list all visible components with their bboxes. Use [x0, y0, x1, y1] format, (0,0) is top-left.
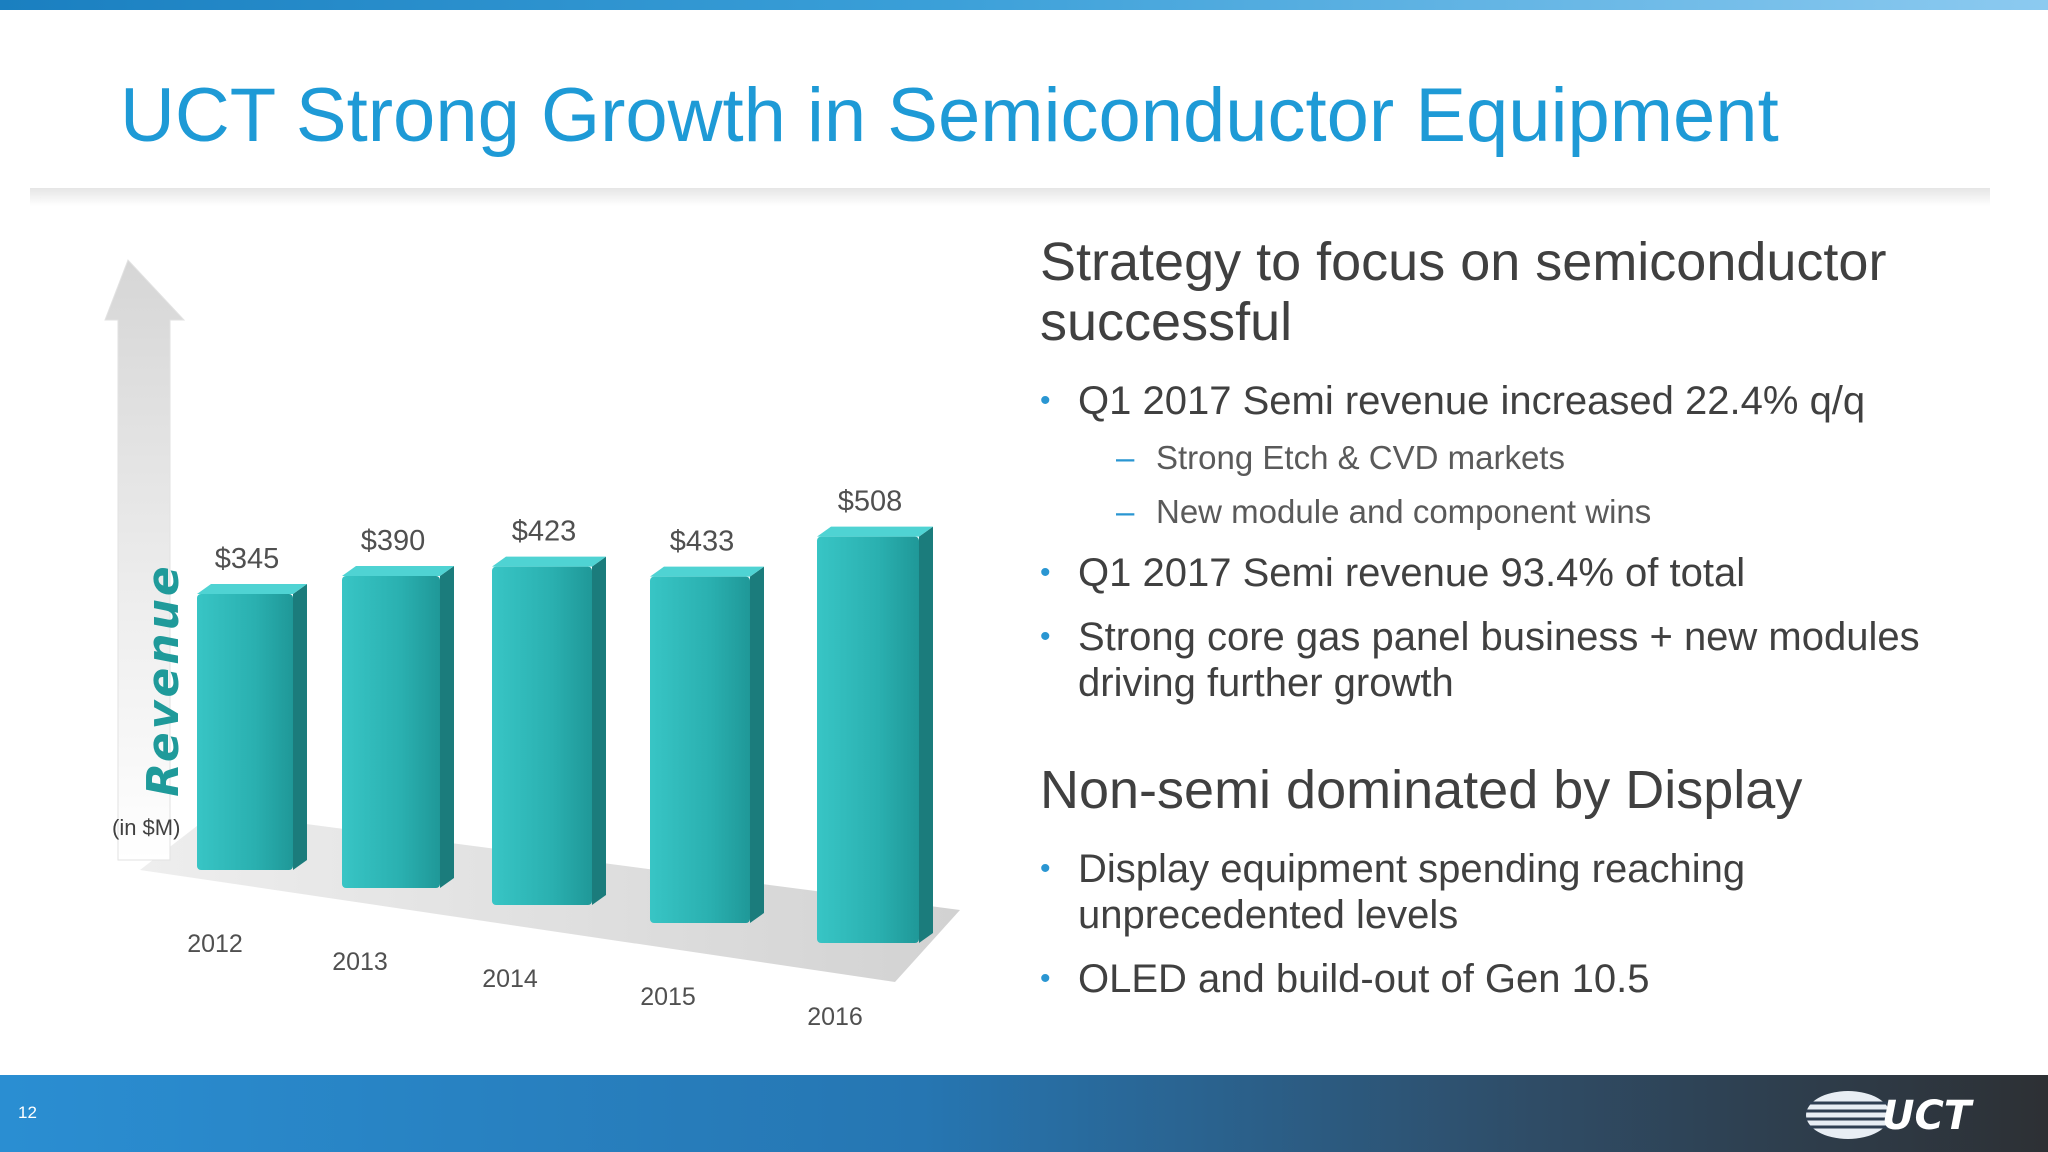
bullet-dot-icon: •: [1040, 962, 1051, 995]
value-label: $508: [838, 486, 903, 518]
bar-2016: [817, 526, 933, 943]
revenue-axis-arrow: [104, 259, 186, 861]
bullet-text: Q1 2017 Semi revenue 93.4% of total: [1078, 551, 1746, 595]
bar-front: [492, 566, 592, 905]
bar-top: [197, 584, 307, 594]
sub-bullet-item: – New module and component wins: [1116, 492, 2000, 532]
bar-2014: [492, 556, 606, 905]
bar-top: [342, 566, 454, 576]
logo-text: UCT: [1882, 1093, 1974, 1139]
sub-bullet-text: New module and component wins: [1156, 493, 1652, 530]
axis-arrow-shape: [104, 259, 186, 861]
uct-logo: UCT: [1806, 1091, 1974, 1139]
value-label: $423: [512, 516, 577, 548]
bullet-text: Q1 2017 Semi revenue increased 22.4% q/q: [1078, 379, 1866, 423]
bar-2015: [650, 566, 764, 923]
bar-side: [293, 584, 307, 870]
category-label: 2012: [187, 930, 243, 958]
bar-front: [342, 576, 440, 888]
category-label: 2013: [332, 948, 388, 976]
bar-2012: [197, 584, 307, 870]
sub-bullet-text: Strong Etch & CVD markets: [1156, 439, 1565, 476]
dash-icon: –: [1116, 439, 1135, 476]
bullet-text: Display equipment spending reaching unpr…: [1078, 847, 1746, 937]
bars-group: $345 2012 $390 2013 $423 2014 $433 2015 $508 2016: [187, 486, 933, 1031]
bullet-dot-icon: •: [1040, 620, 1051, 653]
bar-side: [919, 526, 933, 943]
title-band-shadow: [30, 188, 1990, 206]
bar-front: [650, 576, 750, 923]
page-title: UCT Strong Growth in Semiconductor Equip…: [120, 73, 1779, 158]
revenue-bar-chart: Revenue (in $M) $345 2012 $390 2013 $423 2014…: [104, 259, 960, 1031]
title-band: [40, 10, 2020, 200]
bar-top: [650, 566, 764, 577]
bullet-item: • Q1 2017 Semi revenue 93.4% of total: [1040, 550, 2000, 596]
bullet-item: • Strong core gas panel business + new mo…: [1040, 614, 2000, 706]
category-label: 2015: [640, 983, 696, 1011]
value-label: $390: [361, 525, 426, 557]
bullet-dot-icon: •: [1040, 556, 1051, 589]
bullet-text: OLED and build-out of Gen 10.5: [1078, 957, 1650, 1001]
bar-front: [817, 536, 919, 943]
sub-bullet-item: – Strong Etch & CVD markets: [1116, 438, 2000, 478]
bar-side: [750, 566, 764, 923]
bullet-item: • OLED and build-out of Gen 10.5: [1040, 956, 2000, 1002]
bar-side: [592, 556, 606, 905]
panel-section: Non-semi dominated by Display • Display eq…: [1040, 760, 2000, 1002]
unit-note: (in $M): [112, 815, 180, 840]
bar-top: [817, 526, 933, 537]
text-panel: Strategy to focus on semiconductor succe…: [1040, 232, 2000, 1002]
category-label: 2014: [482, 965, 538, 993]
bullet-text: Strong core gas panel business + new mod…: [1078, 615, 1920, 705]
value-label: $433: [670, 526, 735, 558]
dash-icon: –: [1116, 493, 1135, 530]
bullet-item: • Q1 2017 Semi revenue increased 22.4% q/…: [1040, 378, 2000, 424]
panel-section: Strategy to focus on semiconductor succe…: [1040, 232, 2000, 706]
section-heading: Strategy to focus on semiconductor succe…: [1040, 232, 1887, 352]
bullet-dot-icon: •: [1040, 384, 1051, 417]
value-label: $345: [215, 543, 280, 575]
bar-top: [492, 556, 606, 567]
slide-number: 12: [18, 1103, 37, 1122]
footer-bar: 12 UCT: [0, 1075, 2048, 1152]
bullet-dot-icon: •: [1040, 852, 1051, 885]
category-label: 2016: [807, 1003, 863, 1031]
bar-2013: [342, 566, 454, 888]
top-accent-strip: [0, 0, 2048, 10]
section-heading: Non-semi dominated by Display: [1040, 760, 1803, 820]
axis-ylabel: Revenue: [138, 563, 189, 797]
bar-side: [440, 566, 454, 888]
bullet-item: • Display equipment spending reaching unp…: [1040, 846, 2000, 938]
bar-front: [197, 594, 293, 870]
logo-globe-icon: [1806, 1091, 1892, 1139]
